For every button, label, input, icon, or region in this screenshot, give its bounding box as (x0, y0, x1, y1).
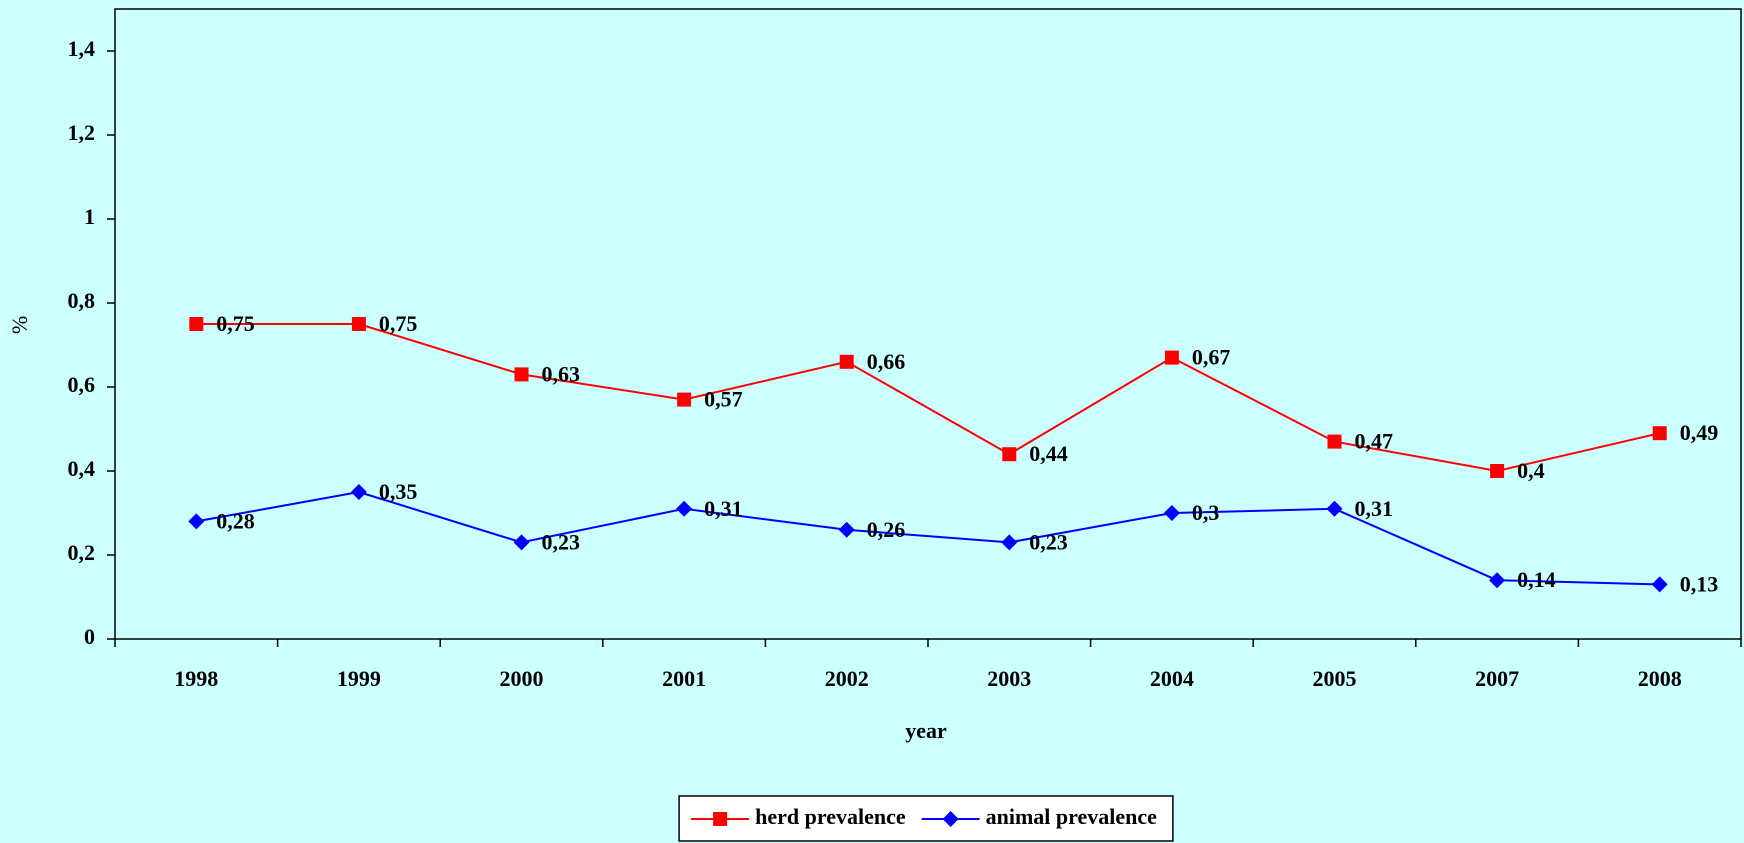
point (1002, 447, 1017, 462)
data-label: 0,13 (1680, 571, 1719, 596)
legend-label: animal prevalence (986, 804, 1158, 829)
data-label: 0,67 (1192, 345, 1231, 370)
point (1490, 464, 1505, 478)
point (1489, 572, 1506, 589)
point (839, 354, 854, 369)
data-label: 0,49 (1680, 420, 1719, 445)
point (350, 484, 367, 500)
y-tick-label: 0,2 (68, 540, 96, 565)
point (1001, 534, 1018, 551)
y-tick-label: 0,4 (68, 456, 96, 481)
x-tick-label: 2003 (987, 666, 1031, 691)
point (1326, 500, 1343, 517)
x-tick-label: 2008 (1638, 666, 1682, 691)
data-label: 0,63 (542, 361, 581, 386)
y-tick-label: 1,4 (68, 36, 96, 61)
y-tick-label: 1 (84, 204, 95, 229)
y-axis-label: % (7, 316, 32, 334)
data-label: 0,3 (1192, 500, 1220, 525)
legend (678, 795, 1174, 842)
data-label: 0,57 (704, 387, 743, 412)
legend-marker (942, 811, 959, 827)
point (513, 534, 530, 551)
data-label: 0,26 (867, 517, 906, 542)
data-label: 0,28 (216, 508, 255, 533)
x-tick-label: 2000 (500, 666, 544, 691)
x-tick-label: 2002 (825, 666, 869, 691)
data-label: 0,47 (1355, 429, 1394, 454)
data-label: 0,75 (216, 311, 255, 336)
y-tick-label: 0,8 (68, 288, 96, 313)
legend-marker (713, 812, 728, 826)
point (351, 317, 366, 331)
point (189, 317, 204, 331)
x-tick-label: 2007 (1475, 666, 1519, 691)
point (1327, 434, 1342, 449)
y-tick-label: 0 (84, 624, 95, 649)
x-tick-label: 2004 (1150, 666, 1194, 691)
point (838, 521, 855, 538)
x-axis-label: year (905, 718, 947, 743)
point (1651, 576, 1668, 593)
data-label: 0,31 (704, 496, 743, 521)
point (1163, 505, 1180, 521)
data-label: 0,4 (1517, 458, 1545, 483)
point (514, 367, 529, 382)
data-label: 0,66 (867, 349, 906, 374)
data-label: 0,75 (379, 311, 418, 336)
data-label: 0,14 (1517, 567, 1556, 592)
y-tick-label: 1,2 (68, 120, 96, 145)
data-label: 0,35 (379, 479, 418, 504)
series-line (196, 323, 1660, 473)
data-label: 0,31 (1355, 496, 1394, 521)
x-tick-label: 2001 (662, 666, 706, 691)
y-tick-label: 0,6 (68, 372, 96, 397)
data-label: 0,44 (1029, 441, 1068, 466)
data-label: 0,23 (542, 529, 581, 554)
point (1652, 426, 1667, 441)
point (676, 500, 693, 517)
x-tick-label: 1999 (337, 666, 381, 691)
legend-label: herd prevalence (755, 804, 906, 829)
x-tick-label: 2005 (1313, 666, 1357, 691)
point (1164, 350, 1179, 365)
data-label: 0,23 (1029, 529, 1068, 554)
x-tick-label: 1998 (174, 666, 218, 691)
series-line (196, 490, 1660, 586)
point (677, 392, 692, 407)
point (188, 513, 205, 530)
